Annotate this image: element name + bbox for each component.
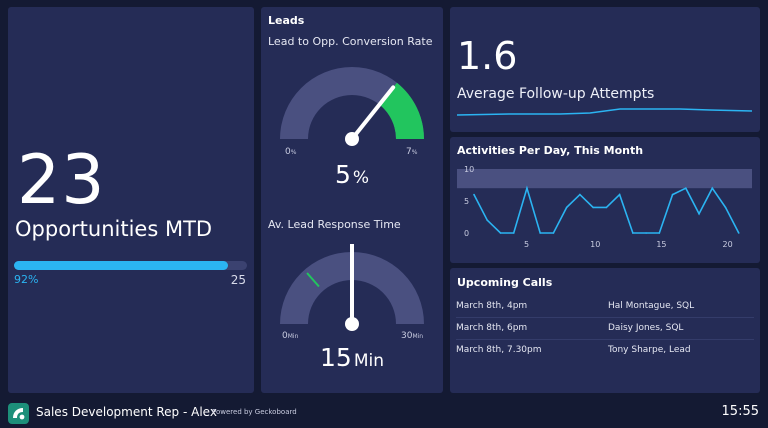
activities-data-point: [632, 232, 634, 234]
geckoboard-logo-icon: [8, 403, 29, 424]
conversion-gauge-max: 7%: [406, 147, 418, 157]
call-time: March 8th, 4pm: [456, 301, 528, 311]
activities-data-point: [579, 193, 581, 196]
activities-data-point: [685, 187, 687, 189]
opportunities-progress-percent: 92%: [14, 273, 39, 286]
x-tick-label: 10: [590, 240, 600, 249]
activities-data-point: [645, 232, 647, 234]
activities-data-point: [658, 232, 661, 234]
call-contact: Hal Montague, SQL: [608, 301, 695, 311]
activities-data-point: [499, 232, 502, 234]
response-gauge-min: 0Min: [282, 331, 299, 341]
activities-data-point: [512, 232, 515, 234]
activities-target-band: [457, 169, 752, 189]
clock: 15:55: [721, 404, 759, 419]
activities-data-point: [486, 219, 489, 221]
conversion-gauge-value: 5%: [334, 160, 370, 189]
activities-panel: Activities Per Day, This Month 10 5 0 5 10 15…: [450, 137, 760, 263]
activities-data-point: [526, 187, 528, 189]
leads-title: Leads: [268, 14, 305, 27]
opportunities-label: Opportunities MTD: [15, 217, 213, 241]
opportunities-target: 25: [230, 273, 246, 287]
opportunities-value: 23: [17, 141, 106, 220]
response-gauge-title: Av. Lead Response Time: [268, 218, 401, 231]
follow-up-label: Average Follow-up Attempts: [457, 86, 655, 102]
activities-data-point: [552, 232, 555, 234]
y-tick-label: 5: [464, 197, 469, 206]
response-gauge-value: 15 Min: [320, 343, 384, 372]
response-gauge: [280, 244, 424, 331]
activities-data-point: [711, 187, 714, 189]
follow-up-panel: 1.6 Average Follow-up Attempts: [450, 7, 760, 132]
upcoming-calls-title: Upcoming Calls: [457, 276, 553, 289]
activities-data-point: [539, 232, 541, 234]
response-gauge-hub: [345, 317, 359, 331]
activities-data-point: [565, 206, 568, 209]
dashboard-title: Sales Development Rep - Alex: [36, 405, 217, 419]
call-row[interactable]: March 8th, 7.30pm Tony Sharpe, Lead: [456, 340, 754, 362]
activities-data-point: [737, 232, 740, 234]
activities-data-point: [698, 213, 700, 215]
follow-up-sparkline: [456, 108, 753, 116]
x-tick-label: 20: [723, 240, 733, 249]
conversion-gauge-track: [280, 67, 424, 139]
activities-chart: 10 5 0 5 10 15 20: [457, 165, 752, 249]
conversion-gauge-min: 0%: [285, 147, 297, 157]
powered-by-label: Powered by Geckoboard: [212, 408, 297, 416]
opportunities-panel: 23 Opportunities MTD 92% 25: [8, 7, 254, 393]
opportunities-progress-fill: [14, 261, 229, 270]
follow-up-sparkline-line: [456, 108, 753, 116]
response-gauge-max: 30Min: [401, 331, 424, 341]
response-gauge-track: [280, 252, 424, 324]
response-gauge-target-tick: [306, 272, 320, 288]
activities-title: Activities Per Day, This Month: [457, 144, 644, 157]
call-time: March 8th, 7.30pm: [456, 345, 542, 355]
conversion-gauge-fill: [379, 82, 424, 139]
x-tick-label: 5: [524, 240, 529, 249]
call-row[interactable]: March 8th, 4pm Hal Montague, SQL: [456, 296, 754, 318]
call-contact: Daisy Jones, SQL: [608, 323, 684, 333]
activities-data-point: [592, 206, 594, 209]
x-tick-label: 15: [656, 240, 666, 249]
activities-data-point: [724, 206, 727, 209]
y-tick-label: 10: [464, 165, 474, 174]
call-row[interactable]: March 8th, 6pm Daisy Jones, SQL: [456, 318, 754, 340]
call-time: March 8th, 6pm: [456, 323, 528, 333]
activities-data-point: [605, 206, 608, 209]
activities-data-point: [473, 193, 475, 196]
activities-series-line: [473, 185, 740, 234]
activities-data-point: [671, 193, 674, 196]
footer-bar: Sales Development Rep - Alex Powered by …: [0, 398, 768, 428]
conversion-gauge-title: Lead to Opp. Conversion Rate: [268, 35, 433, 48]
leads-panel: Leads Lead to Opp. Conversion Rate 0% 7%…: [261, 7, 443, 393]
call-contact: Tony Sharpe, Lead: [608, 345, 691, 355]
conversion-gauge-needle: [350, 85, 396, 141]
conversion-gauge-hub: [345, 132, 359, 146]
follow-up-value: 1.6: [457, 34, 518, 78]
conversion-gauge: [280, 67, 424, 146]
activities-data-point: [618, 193, 621, 196]
y-tick-label: 0: [464, 229, 469, 238]
upcoming-calls-panel: Upcoming Calls March 8th, 4pm Hal Montag…: [450, 268, 760, 393]
opportunities-progress-track: [14, 261, 247, 270]
